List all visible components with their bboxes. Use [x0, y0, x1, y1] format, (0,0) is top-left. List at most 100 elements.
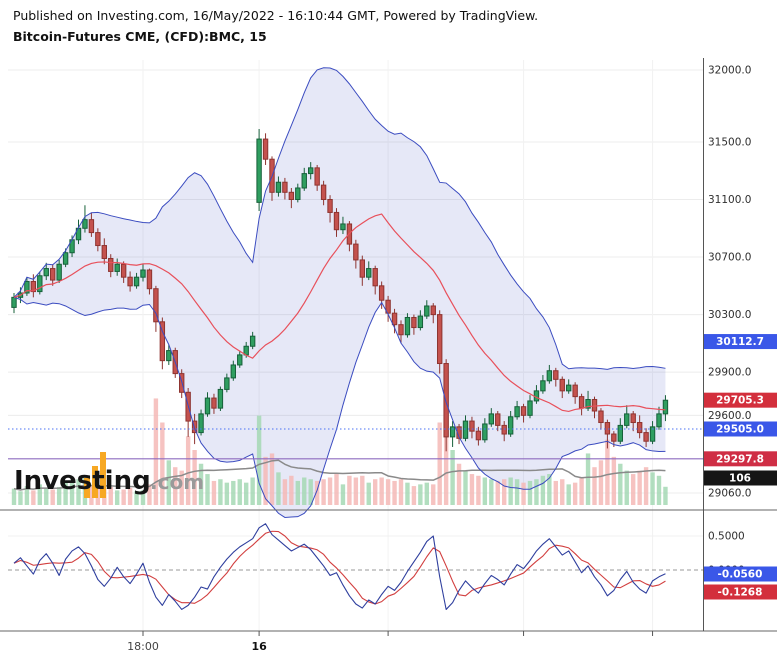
candle-body — [282, 181, 288, 193]
price-badge: 29705.3 — [704, 392, 777, 408]
candle — [314, 164, 320, 191]
candle-body — [424, 305, 430, 317]
candle-body — [37, 275, 43, 293]
candle — [353, 239, 359, 269]
oscillator-blue-line — [13, 523, 666, 610]
candle — [495, 411, 501, 432]
candle — [24, 277, 30, 296]
candle-body — [533, 390, 540, 402]
volume-bar — [321, 479, 326, 505]
price-badge: 106 — [704, 470, 777, 486]
candle-body — [398, 324, 404, 336]
candle — [30, 274, 37, 298]
price-axis-label: 29900.0 — [708, 367, 751, 379]
candle-body — [62, 252, 69, 265]
volume-bar — [347, 475, 352, 505]
candle — [256, 128, 262, 212]
candle-body — [378, 285, 385, 301]
candle-body — [495, 413, 501, 426]
candle-body — [520, 406, 527, 416]
candle-body — [314, 167, 320, 186]
candle-body — [404, 316, 411, 336]
volume-bar — [366, 482, 371, 505]
candle — [553, 367, 559, 387]
candle-body — [217, 388, 224, 409]
volume-bar — [450, 450, 455, 505]
volume-bar — [192, 450, 197, 505]
candle — [120, 261, 127, 283]
volume-bar — [502, 479, 507, 505]
volume-bar — [656, 475, 662, 505]
candle-body — [327, 198, 333, 213]
volume-bar — [295, 480, 300, 505]
candle — [88, 212, 95, 237]
candle-body — [159, 321, 166, 362]
time-axis[interactable]: 18:00 16 — [127, 631, 654, 653]
candle — [591, 396, 598, 419]
candle-body — [133, 276, 140, 287]
volume-bar — [76, 479, 81, 505]
volume-bar — [153, 398, 159, 505]
candle-body — [443, 363, 449, 438]
price-axis-label: 31500.0 — [708, 136, 751, 148]
candle-body — [256, 138, 262, 203]
volume-bar — [624, 470, 629, 505]
volume-ma-line — [13, 459, 666, 491]
candle — [37, 271, 43, 295]
candle — [366, 261, 372, 281]
candle — [462, 415, 469, 442]
volume-bar — [618, 463, 623, 505]
volume-bar — [463, 470, 468, 505]
candle-body — [559, 378, 565, 392]
price-axis[interactable]: 32000.0 31500.0 31100.0 30700.0 30300.0 29900… — [704, 65, 777, 600]
candle-body — [604, 422, 611, 435]
candle — [604, 419, 611, 449]
candle-body — [340, 223, 346, 231]
candle — [624, 405, 630, 429]
volume-bar — [18, 491, 23, 505]
volume-layer — [11, 395, 668, 505]
oscillator-badge-label: -0.0560 — [718, 569, 763, 581]
candle-body — [546, 370, 553, 382]
candle-body — [230, 364, 237, 379]
volume-bar — [334, 474, 339, 505]
investing-watermark: Investing .com — [14, 452, 204, 498]
volume-bar — [514, 479, 520, 505]
volume-bar — [256, 415, 262, 505]
candle — [275, 176, 282, 197]
candle — [95, 228, 101, 252]
candle-body — [30, 281, 37, 293]
volume-bar — [392, 480, 397, 505]
candles-layer[interactable] — [11, 128, 669, 452]
candle — [114, 258, 120, 276]
price-badge: 29505.0 — [704, 421, 777, 437]
volume-bar — [340, 484, 346, 505]
candle — [204, 392, 211, 417]
volume-bar — [373, 479, 378, 505]
candle-body — [204, 397, 211, 415]
candle — [520, 403, 527, 423]
candle — [398, 320, 404, 344]
candle-body — [469, 420, 475, 432]
volume-bar — [650, 472, 655, 505]
candle-body — [288, 191, 295, 200]
candle-body — [598, 410, 604, 424]
volume-bar — [11, 488, 17, 505]
volume-bar — [508, 477, 513, 505]
bollinger-lower-line — [13, 296, 666, 518]
candle-body — [385, 299, 391, 314]
volume-bar — [205, 474, 210, 505]
candle-body — [566, 384, 572, 392]
candle-body — [50, 268, 56, 281]
bollinger-middle-line — [13, 213, 666, 413]
candle — [249, 331, 256, 350]
volume-bar — [314, 480, 320, 505]
candle — [166, 344, 172, 365]
candle — [649, 421, 656, 445]
volume-bar — [495, 480, 500, 505]
candle — [320, 180, 327, 206]
volume-bar — [360, 475, 365, 505]
candle-body — [211, 397, 217, 409]
logo-bars-icon — [84, 478, 90, 498]
